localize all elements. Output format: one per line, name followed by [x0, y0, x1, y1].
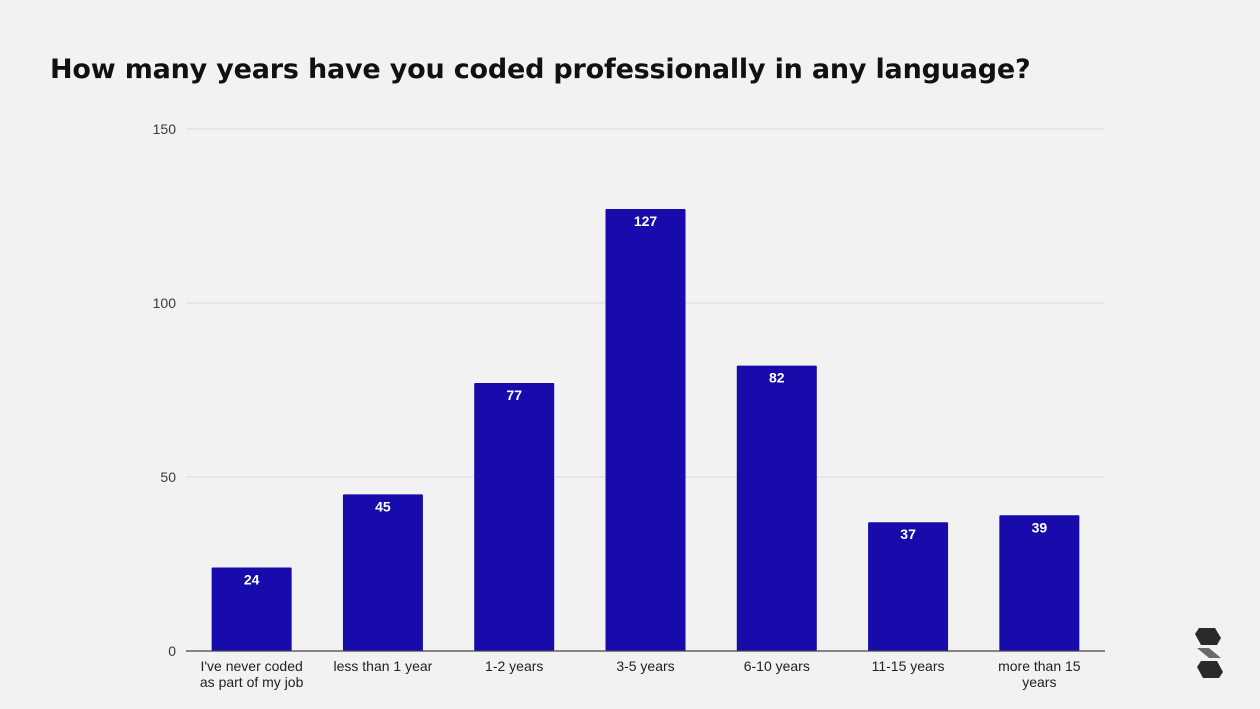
x-category-label: I've never coded as part of my job [200, 658, 304, 690]
logo-lower-shape [1197, 661, 1223, 678]
x-category-label: 6-10 years [744, 658, 810, 674]
bar [211, 567, 292, 651]
x-category-label: 11-15 years [872, 658, 945, 674]
x-category-label-line: 1-2 years [485, 658, 543, 674]
bar-value-label: 37 [900, 526, 916, 542]
chart-title: How many years have you coded profession… [50, 54, 1031, 85]
x-category-label-line: 11-15 years [872, 658, 945, 674]
x-category-label-line: less than 1 year [334, 658, 433, 674]
bar [999, 515, 1080, 651]
bar [868, 522, 949, 651]
bar-value-labels: 24 45 77 127 82 37 39 [244, 213, 1048, 587]
bar-value-label: 77 [506, 387, 522, 403]
x-category-label-line: more than 15 [998, 658, 1081, 674]
y-tick-label: 50 [160, 469, 176, 485]
x-category-label: less than 1 year [334, 658, 433, 674]
bar-value-label: 45 [375, 498, 391, 514]
x-category-label-line: I've never coded [200, 658, 302, 674]
y-tick-label: 150 [153, 121, 177, 137]
x-category-label: 3-5 years [616, 658, 674, 674]
bar [342, 494, 423, 651]
bar [605, 209, 686, 652]
logo-middle-shape [1197, 648, 1221, 658]
x-category-label-line: 6-10 years [744, 658, 810, 674]
bar-value-label: 24 [244, 571, 260, 587]
x-category-label-line: 3-5 years [616, 658, 674, 674]
bar-value-label: 39 [1032, 519, 1048, 535]
brand-logo-icon [1195, 628, 1223, 678]
x-category-label: more than 15 years [998, 658, 1081, 690]
y-tick-label: 0 [168, 643, 176, 659]
y-axis-ticks: 0 50 100 150 [153, 121, 177, 659]
logo-upper-shape [1195, 628, 1221, 645]
y-tick-label: 100 [153, 295, 177, 311]
x-category-label-line: as part of my job [200, 674, 304, 690]
bar-value-label: 82 [769, 370, 785, 386]
bar [736, 365, 817, 651]
x-category-label-line: years [1022, 674, 1056, 690]
bars [211, 209, 1080, 652]
x-category-label: 1-2 years [485, 658, 543, 674]
x-axis-categories: I've never coded as part of my job less th… [200, 658, 1081, 690]
bar [474, 383, 555, 651]
bar-value-label: 127 [634, 213, 658, 229]
